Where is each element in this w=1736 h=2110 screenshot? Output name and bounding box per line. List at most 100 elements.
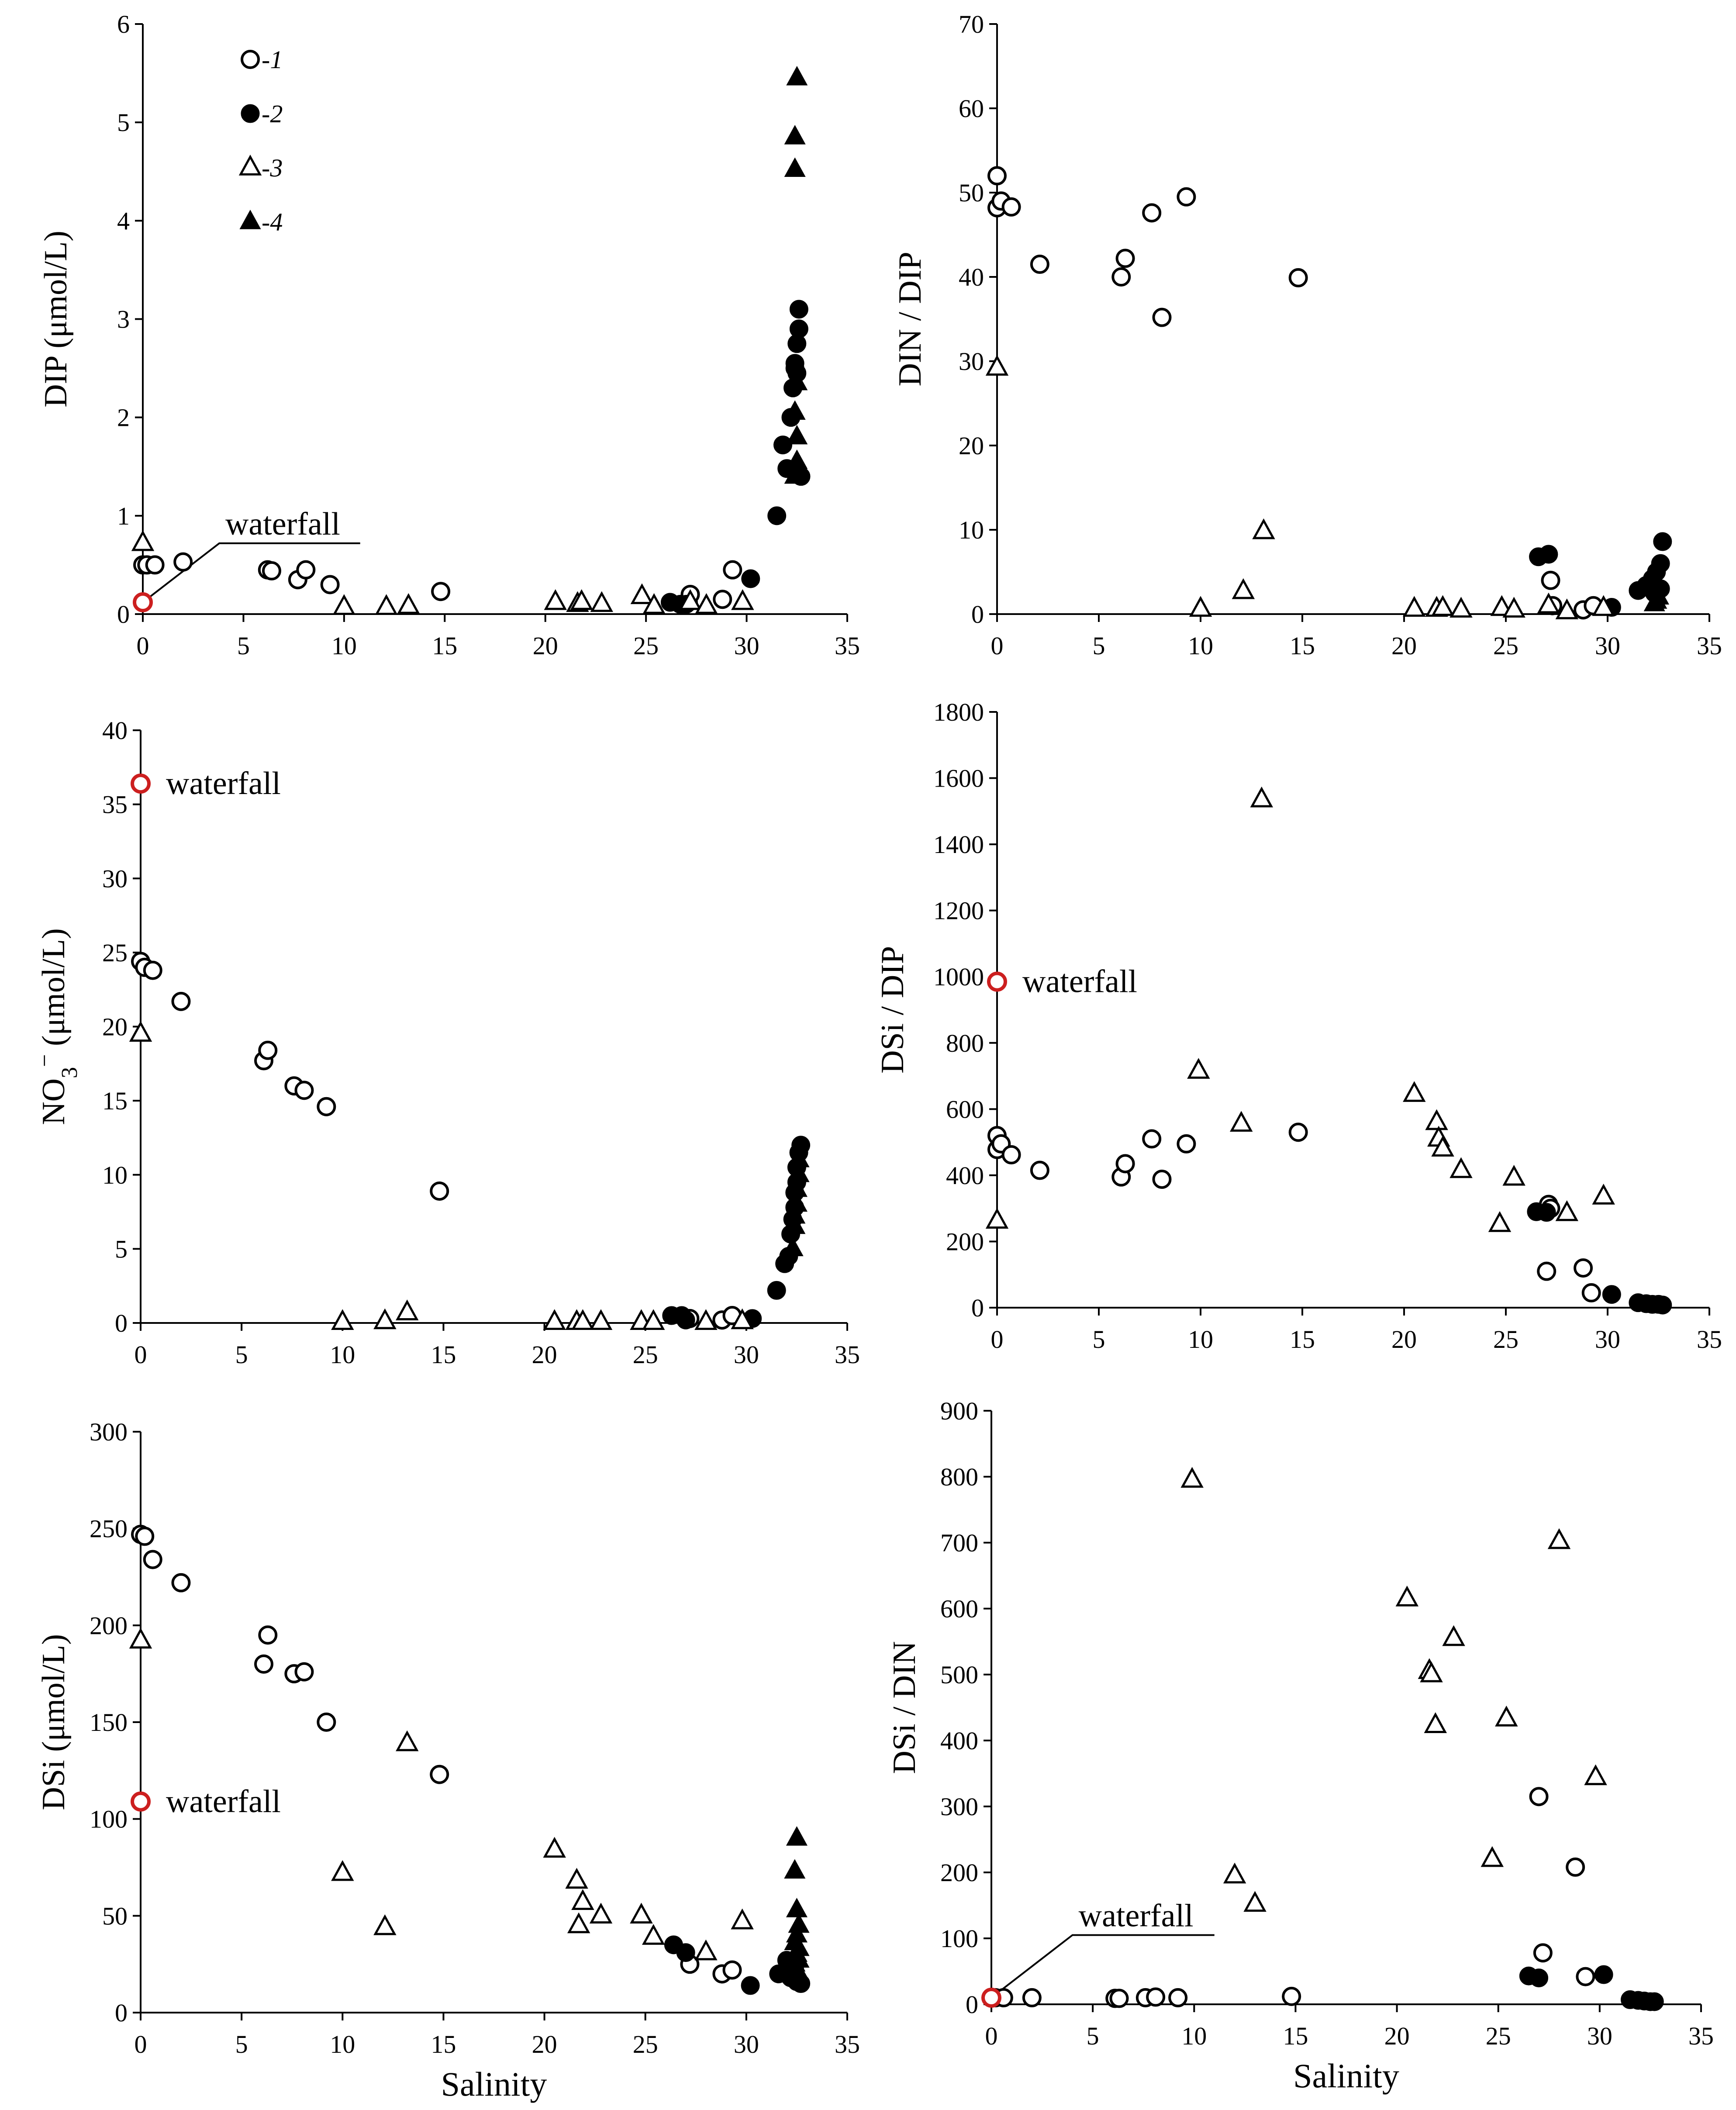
y-tick-label: 5	[115, 1235, 128, 1263]
data-point	[589, 1309, 613, 1330]
data-point	[1581, 1283, 1601, 1302]
y-tick-label: 50	[102, 1902, 128, 1930]
y-tick-label: 0	[115, 1309, 128, 1337]
x-tick-label: 5	[235, 1340, 248, 1369]
data-point	[262, 561, 281, 580]
data-point	[1282, 1986, 1301, 2006]
data-point	[131, 774, 151, 794]
data-point	[571, 1309, 594, 1330]
x-tick-label: 10	[1188, 1325, 1213, 1354]
x-tick-label: 25	[633, 2030, 658, 2058]
x-tick-label: 20	[1384, 2022, 1410, 2050]
data-point	[1288, 1122, 1308, 1142]
y-tick-label: 1600	[933, 764, 984, 793]
data-point	[1502, 1164, 1525, 1186]
data-point	[1001, 1145, 1021, 1164]
data-point	[773, 435, 793, 455]
x-tick-label: 15	[1290, 1325, 1315, 1354]
series-waterfall	[131, 1791, 151, 1812]
legend-marker	[239, 210, 261, 229]
x-tick-label: 20	[532, 1340, 557, 1369]
x-tick-label: 15	[1290, 632, 1315, 660]
annotation-waterfall-label: waterfall	[1079, 1898, 1194, 1934]
y-axis-label: DIN / DIP	[892, 252, 928, 386]
data-point	[767, 506, 787, 525]
data-point	[317, 1097, 336, 1116]
data-point	[1403, 1081, 1426, 1102]
legend-label: -4	[262, 208, 283, 236]
y-tick-label: 600	[940, 1595, 978, 1623]
legend: -1 -2 -3 -4	[238, 45, 283, 236]
data-point	[543, 1837, 566, 1858]
series-3	[129, 1627, 754, 1961]
y-tick-label: 30	[102, 864, 128, 893]
data-point	[258, 1625, 278, 1645]
data-point	[788, 1962, 810, 1982]
data-point	[1450, 1157, 1473, 1178]
series-1	[987, 166, 1603, 620]
data-point	[145, 555, 165, 575]
annotation-leader-line	[142, 542, 360, 603]
x-tick-label: 30	[1595, 1325, 1620, 1354]
data-point	[1425, 1109, 1448, 1130]
data-point	[1533, 1943, 1553, 1963]
y-tick-label: 200	[946, 1227, 984, 1256]
data-point	[1576, 1967, 1595, 1986]
data-point	[786, 1898, 808, 1917]
data-point	[131, 530, 155, 551]
y-tick-label: 800	[940, 1463, 978, 1491]
data-point	[786, 370, 808, 390]
data-point	[786, 449, 808, 469]
data-point	[1555, 598, 1579, 619]
data-point	[784, 1859, 806, 1879]
y-tick-label: 50	[959, 179, 984, 207]
data-point	[630, 583, 654, 604]
legend-label: -3	[262, 154, 283, 182]
data-point	[630, 1903, 653, 1924]
series-4	[784, 66, 808, 484]
data-point	[1250, 786, 1274, 808]
x-tick-label: 30	[1595, 632, 1620, 660]
x-tick-label: 0	[991, 1325, 1004, 1354]
data-point	[1653, 1295, 1672, 1315]
y-tick-label: 25	[102, 939, 128, 967]
annotation-leader-line	[991, 1934, 1215, 1999]
y-tick-label: 3	[117, 305, 130, 334]
data-point	[731, 1308, 754, 1330]
y-axis-label: DIP (μmol/L)	[38, 231, 74, 407]
data-point	[1450, 597, 1473, 618]
x-tick-label: 35	[835, 1340, 860, 1369]
y-tick-label: 1000	[933, 963, 984, 991]
data-point	[373, 1308, 397, 1330]
data-point	[694, 1939, 718, 1961]
data-point	[1152, 1169, 1172, 1189]
data-point	[1152, 307, 1172, 327]
data-point	[789, 300, 808, 319]
data-point	[1574, 1258, 1593, 1278]
series-2	[1519, 1965, 1664, 2011]
data-point	[1177, 1134, 1196, 1153]
data-point	[784, 1204, 806, 1224]
series-1	[982, 1787, 1595, 2008]
data-point	[133, 592, 153, 612]
data-point	[1189, 596, 1212, 617]
data-point	[767, 1281, 786, 1300]
x-tick-label: 25	[1493, 1325, 1519, 1354]
y-tick-label: 150	[90, 1708, 128, 1737]
x-tick-label: 10	[1188, 632, 1213, 660]
x-tick-label: 30	[734, 632, 759, 660]
data-point	[254, 1654, 273, 1674]
x-tick-label: 10	[330, 1340, 355, 1369]
data-point	[786, 1177, 808, 1197]
data-point	[171, 1573, 191, 1592]
data-point	[129, 1627, 152, 1649]
data-point	[1537, 1203, 1556, 1222]
series-1	[987, 1122, 1601, 1302]
y-tick-label: 200	[940, 1858, 978, 1887]
data-point	[786, 1826, 808, 1846]
data-point	[173, 552, 193, 572]
data-point	[1502, 597, 1525, 618]
data-point	[129, 1021, 152, 1042]
data-point	[1146, 1987, 1166, 2007]
